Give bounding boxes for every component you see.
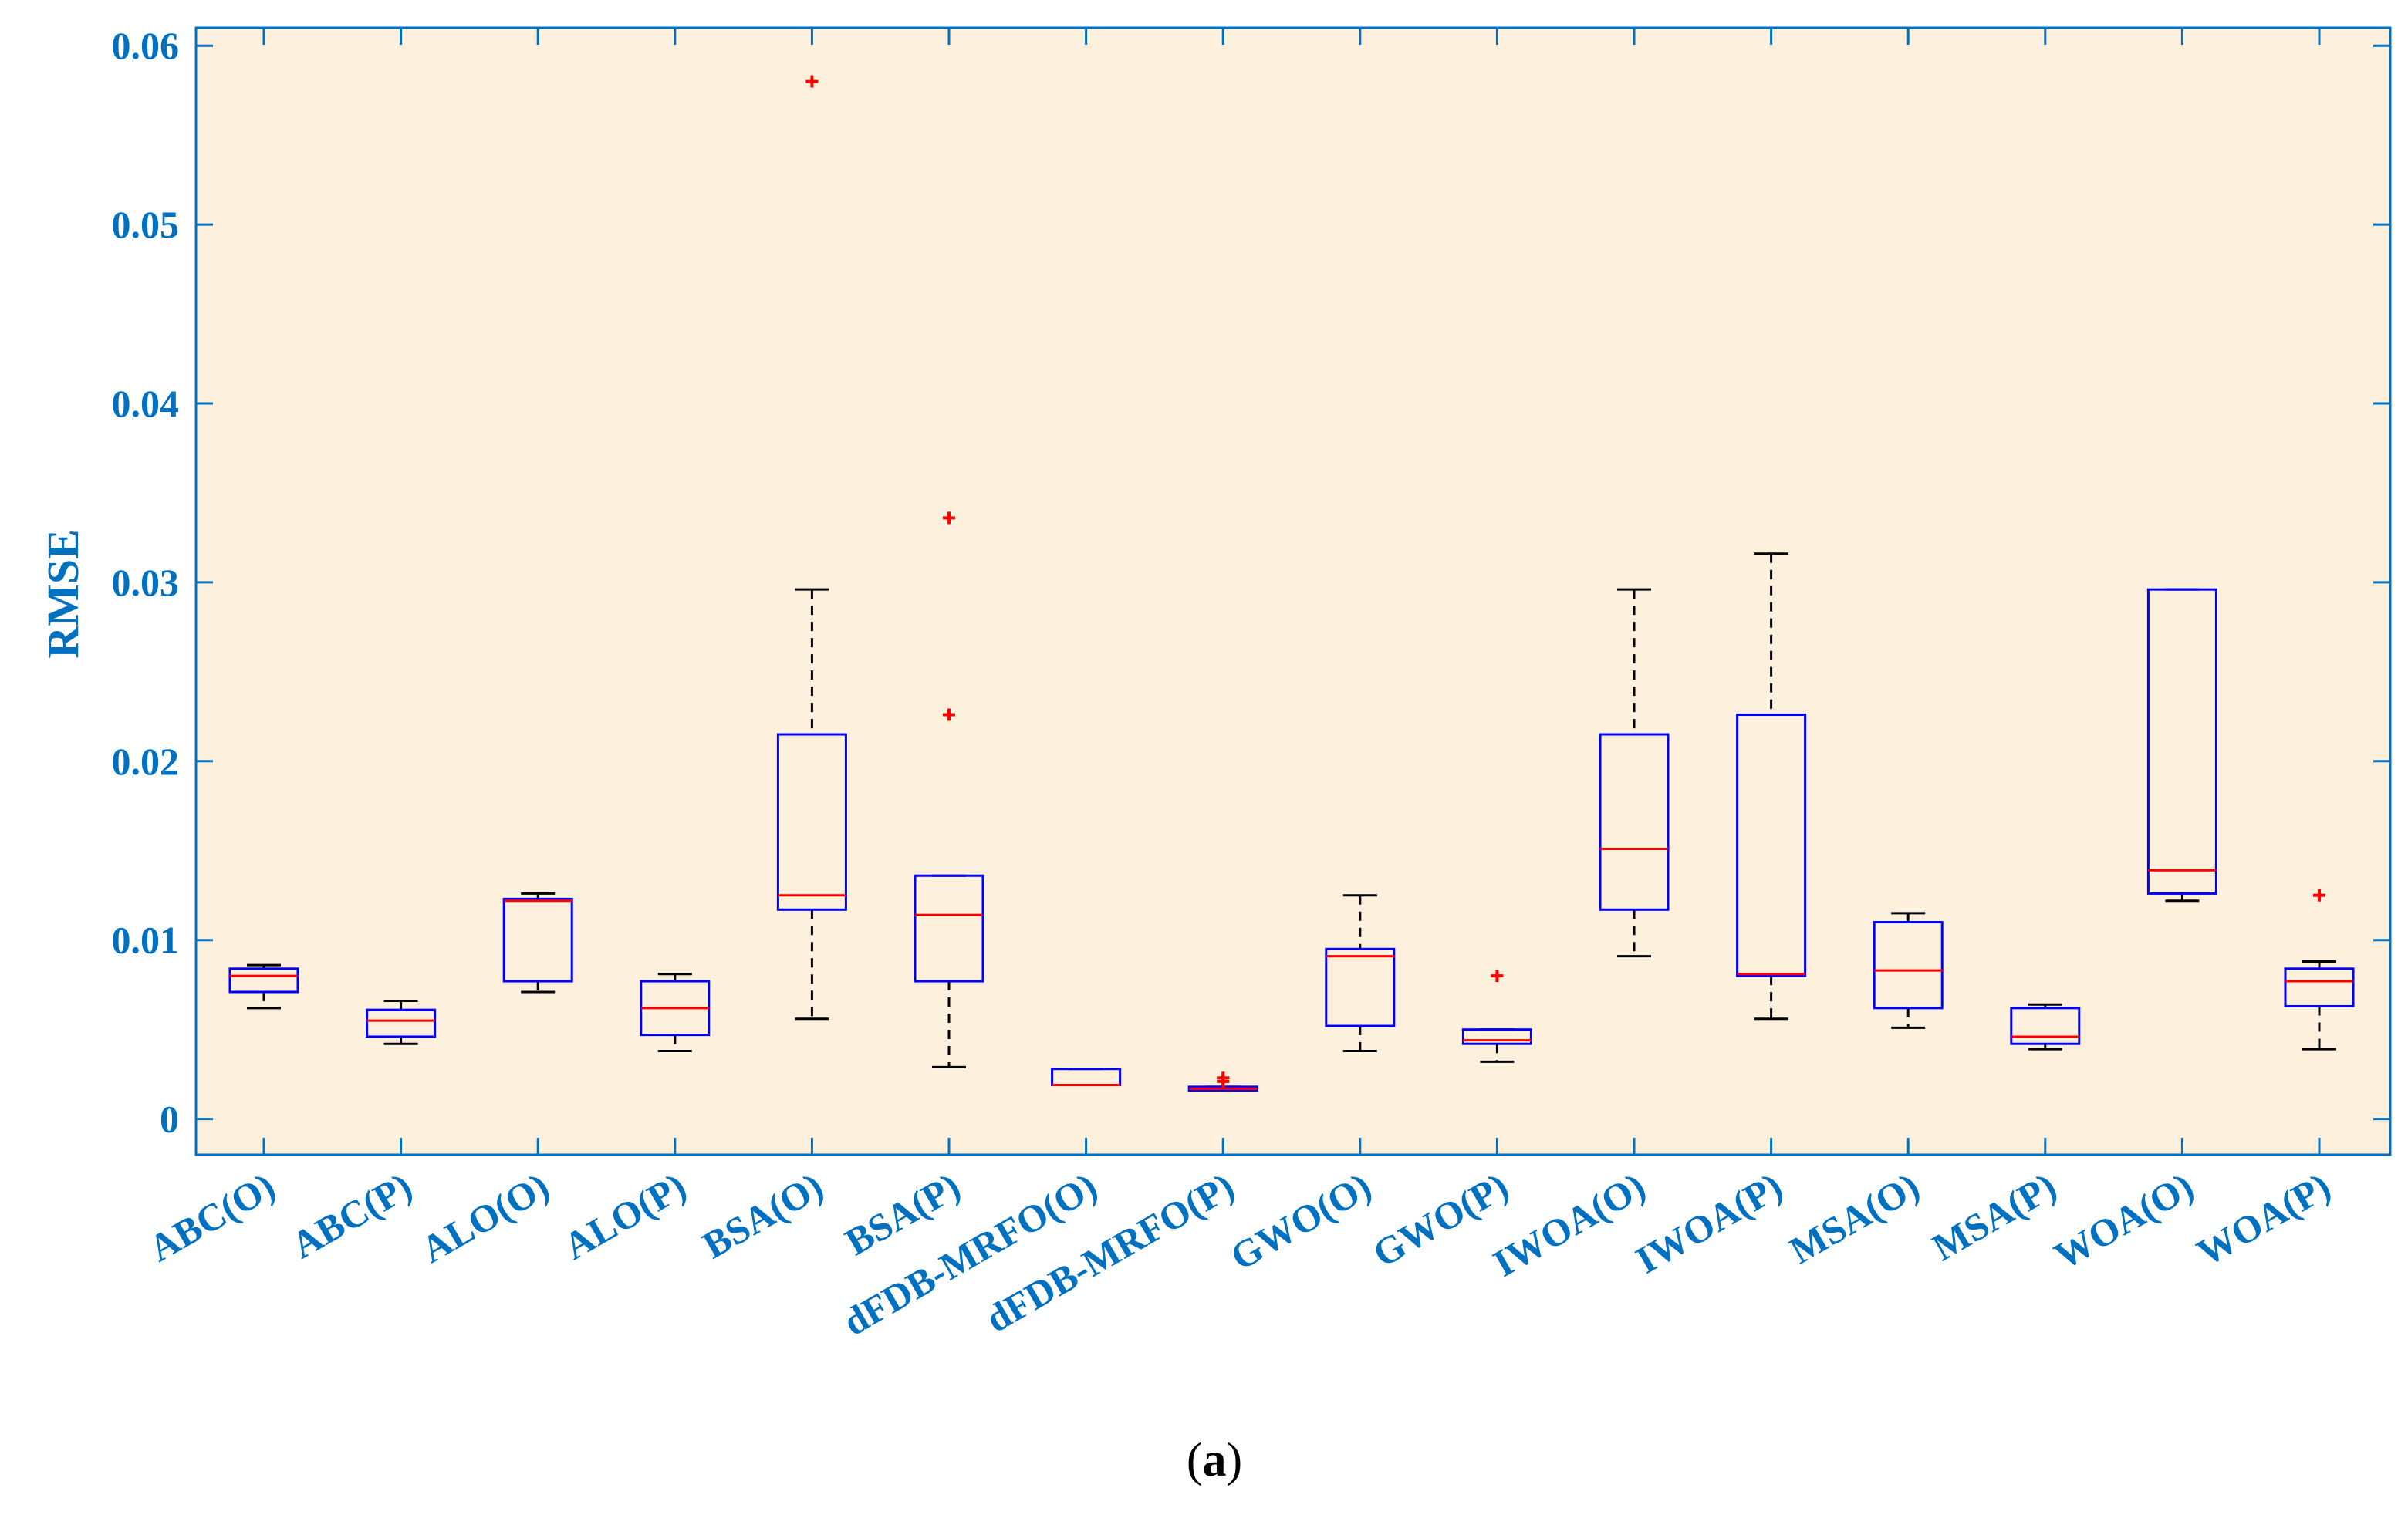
box	[914, 874, 984, 983]
x-tick-label: MSA(P)	[1925, 1164, 2064, 1269]
box-group	[1187, 1071, 1258, 1092]
box	[228, 967, 299, 994]
box	[1599, 733, 1670, 911]
x-tick-label: IWOA(O)	[1486, 1164, 1653, 1285]
box	[1873, 921, 1944, 1010]
outlier-point	[2313, 889, 2325, 902]
box-group	[1051, 1068, 1122, 1087]
x-tick-label: MSA(O)	[1782, 1164, 1927, 1272]
x-tick-label: IWOA(P)	[1629, 1164, 1789, 1282]
outlier-point	[943, 708, 955, 721]
x-tick-label: ABC(P)	[284, 1164, 419, 1267]
y-tick-label: 0.05	[112, 203, 180, 246]
box-group	[2146, 588, 2217, 903]
outlier-point	[805, 75, 819, 88]
box-group	[1325, 894, 1396, 1052]
x-tick-label: WOA(O)	[2047, 1164, 2200, 1277]
box-group	[1461, 970, 1532, 1063]
box-group	[1599, 588, 1670, 958]
y-tick-label: 0.06	[112, 24, 180, 67]
box	[1461, 1028, 1532, 1045]
axes-frame	[194, 26, 2392, 1156]
y-tick-label: 0.01	[112, 919, 180, 962]
box-group	[640, 973, 711, 1052]
box-group	[228, 963, 299, 1010]
y-axis-label: RMSE	[38, 529, 88, 659]
outlier-point	[943, 511, 955, 525]
caption-close-paren: )	[1227, 1434, 1243, 1486]
y-axis: 0 0.01 0.02 0.03 0.04 0.05 0.06	[112, 24, 2390, 1141]
figure-caption: (a)	[1187, 1434, 1242, 1486]
boxes-layer	[228, 75, 2355, 1092]
x-tick-label: ABC(O)	[142, 1164, 282, 1270]
y-tick-label: 0	[160, 1098, 179, 1141]
box	[2146, 588, 2217, 895]
box-group	[2284, 889, 2355, 1051]
caption-letter: a	[1203, 1434, 1227, 1486]
caption-open-paren: (	[1187, 1434, 1203, 1486]
outlier-point	[1491, 970, 1504, 983]
x-tick-label: GWO(O)	[1223, 1164, 1378, 1278]
box-group	[914, 511, 984, 1068]
box-group	[502, 892, 573, 994]
x-tick-label: BSA(O)	[695, 1164, 830, 1267]
box	[776, 733, 847, 911]
plot-area	[196, 28, 2390, 1155]
box	[2284, 967, 2355, 1008]
box-group	[2010, 1003, 2081, 1051]
x-tick-label: ALO(O)	[414, 1164, 556, 1271]
y-tick-label: 0.02	[112, 740, 180, 783]
box-group	[1736, 552, 1807, 1021]
y-tick-label: 0.04	[112, 382, 180, 425]
box	[1325, 947, 1396, 1027]
x-tick-label: WOA(P)	[2190, 1164, 2338, 1274]
x-tick-label: ALO(P)	[556, 1164, 693, 1268]
box	[2010, 1007, 2081, 1045]
outlier-point	[1217, 1071, 1230, 1085]
box-group	[1873, 912, 1944, 1029]
box	[1736, 714, 1807, 977]
box	[502, 897, 573, 983]
y-tick-label: 0.03	[112, 561, 180, 604]
x-tick-label: dFDB-MRFO(P)	[978, 1164, 1241, 1341]
box-group	[776, 75, 847, 1021]
box-group	[366, 1000, 437, 1045]
box	[366, 1008, 437, 1038]
